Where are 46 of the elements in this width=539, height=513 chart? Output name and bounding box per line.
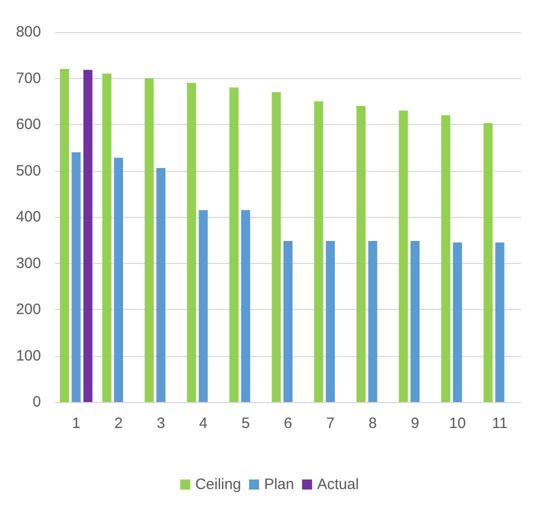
bar xyxy=(156,168,166,402)
y-tick-label: 300 xyxy=(16,254,41,272)
x-tick-label: 2 xyxy=(114,415,123,432)
y-tick-label: 700 xyxy=(16,70,41,87)
legend-label: Plan xyxy=(264,476,294,493)
bar xyxy=(144,78,154,402)
y-tick-label: 200 xyxy=(16,301,41,318)
x-tick-label: 9 xyxy=(410,415,420,432)
bar xyxy=(198,210,208,402)
bar xyxy=(356,106,366,402)
bar xyxy=(60,69,69,402)
y-tick-label: 800 xyxy=(16,24,41,40)
bar xyxy=(229,88,238,402)
bar xyxy=(314,101,324,402)
bar xyxy=(284,241,292,402)
bar xyxy=(272,92,281,402)
bar xyxy=(72,152,81,402)
bar xyxy=(368,241,378,402)
x-tick-label: 1 xyxy=(72,415,80,432)
bar xyxy=(83,70,92,402)
bar xyxy=(410,241,420,402)
bar xyxy=(441,115,450,402)
legend-label: Ceiling xyxy=(195,476,242,493)
bar xyxy=(102,74,112,402)
bar xyxy=(326,241,335,402)
y-tick-label: 500 xyxy=(16,162,41,180)
bar xyxy=(187,82,196,402)
bar xyxy=(495,242,504,402)
x-tick-label: 8 xyxy=(368,415,377,432)
x-tick-label: 5 xyxy=(241,415,250,432)
y-tick-label: 100 xyxy=(16,347,41,364)
x-tick-label: 6 xyxy=(284,415,292,432)
y-tick-label: 0 xyxy=(32,394,41,410)
x-tick-label: 10 xyxy=(449,415,466,432)
y-tick-label: 400 xyxy=(16,208,41,226)
bar xyxy=(452,242,462,402)
bar xyxy=(241,210,250,402)
y-tick-label: 600 xyxy=(16,116,41,133)
x-tick-label: 7 xyxy=(326,415,335,432)
bar xyxy=(398,110,408,402)
legend-label: Actual xyxy=(317,476,359,493)
bar xyxy=(114,158,124,402)
x-tick-label: 3 xyxy=(156,415,166,432)
x-tick-label: 4 xyxy=(199,415,208,432)
bar xyxy=(484,123,493,402)
x-tick-label: 11 xyxy=(492,415,508,432)
